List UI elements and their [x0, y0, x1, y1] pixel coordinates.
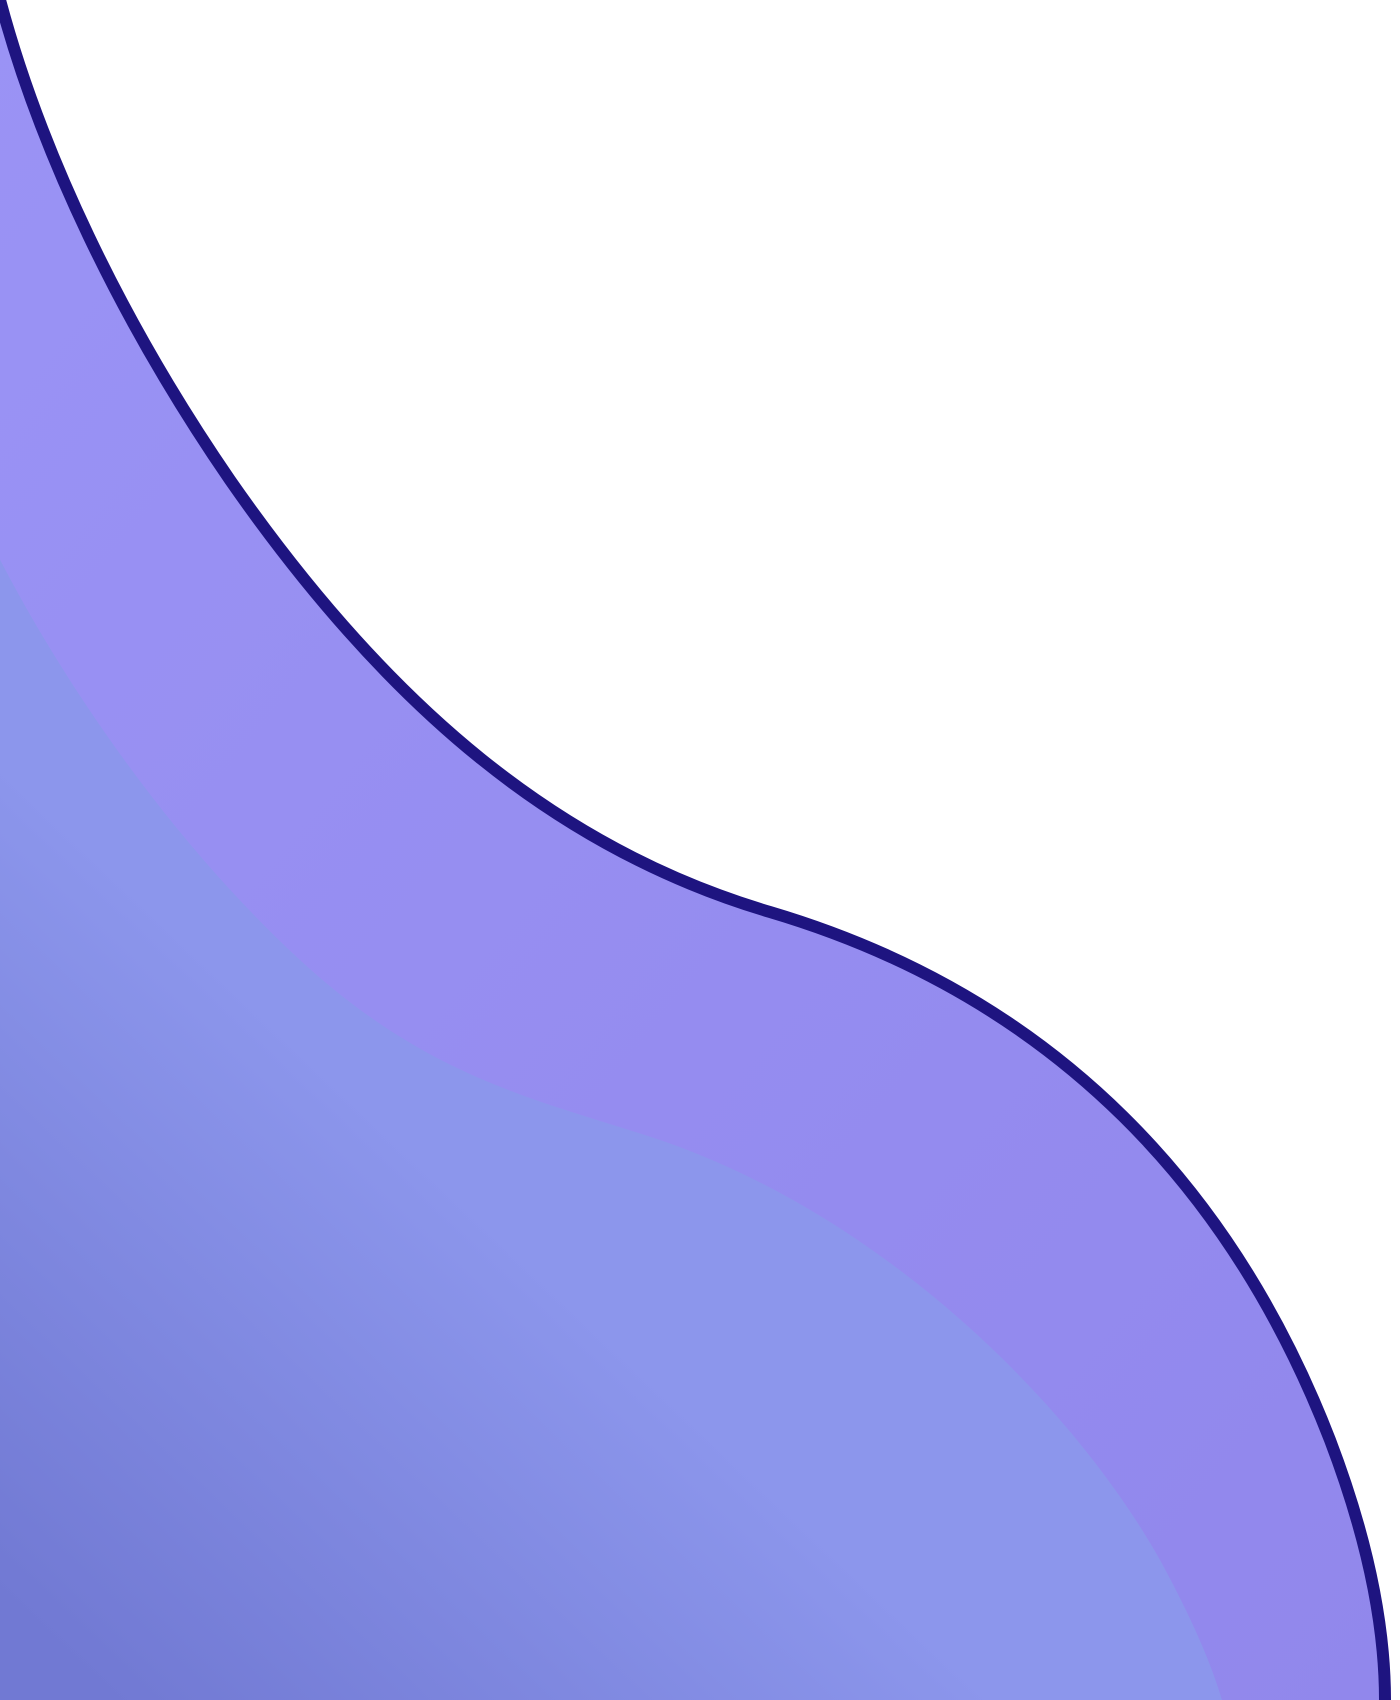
blue-fill-shape — [0, 559, 1222, 1700]
